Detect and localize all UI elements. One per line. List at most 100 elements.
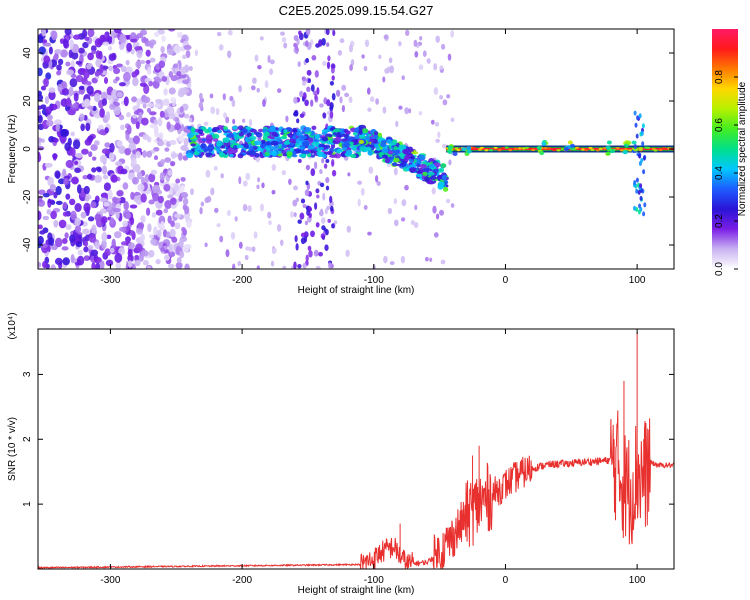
spectrogram-noise-cell <box>435 213 440 220</box>
spectrogram-band-cell <box>349 141 354 145</box>
spectrogram-noise-cell <box>367 231 372 236</box>
spectrogram-noise-cell <box>146 107 152 113</box>
spectrogram-noise-cell <box>130 157 137 166</box>
spectrogram-noise-cell <box>310 168 316 177</box>
spectrogram-noise-cell <box>248 118 253 127</box>
spectrogram-noise-cell <box>280 31 285 36</box>
spectrogram-trace-cell <box>361 128 369 134</box>
spectrogram-band-cell <box>203 148 208 153</box>
spectrogram-noise-cell <box>91 224 97 235</box>
spectrogram-noise-cell <box>66 69 75 76</box>
spectrogram-noise-cell <box>114 161 123 167</box>
spectrogram-noise-cell <box>43 42 52 47</box>
spectrogram-noise-cell <box>435 138 440 143</box>
spectrogram-carrier-cell <box>521 147 526 150</box>
spectrogram-noise-cell <box>432 205 437 214</box>
spectrogram-noise-cell <box>281 37 287 43</box>
spectrogram-noise-cell <box>156 229 162 238</box>
spectrogram-carrier-cell <box>575 146 580 149</box>
spectrogram-noise-cell <box>160 247 165 252</box>
spectrogram-trace-cell <box>637 189 641 195</box>
spectrogram-trace-cell <box>387 156 395 160</box>
spectrogram-noise-cell <box>330 63 336 69</box>
spectrogram-noise-cell <box>135 243 143 252</box>
spectrogram-noise-cell <box>146 66 152 76</box>
spectrogram-noise-cell <box>67 109 76 116</box>
spectrogram-band-cell <box>201 138 207 142</box>
spectrogram-noise-cell <box>82 228 90 235</box>
spectrogram-noise-cell <box>100 216 108 224</box>
spectrogram-noise-cell <box>295 243 299 251</box>
spectrogram-noise-cell <box>238 85 242 93</box>
spectrogram-band-cell <box>289 138 297 144</box>
colorbar-tick-label: 0.8 <box>714 70 725 84</box>
spectrogram-noise-cell <box>65 61 71 67</box>
spectrogram-noise-cell <box>247 205 252 213</box>
spectrogram-noise-cell <box>198 102 204 109</box>
spectrogram-noise-cell <box>295 197 300 202</box>
spectrogram-carrier-cell <box>466 146 472 151</box>
spectrogram-noise-cell <box>169 229 176 237</box>
spectrogram-noise-cell <box>126 124 132 135</box>
spectrogram-noise-cell <box>99 129 106 136</box>
spectrogram-band-cell <box>311 141 319 146</box>
spectrogram-noise-cell <box>38 141 42 147</box>
spectrogram-carrier-cell <box>605 145 611 150</box>
spectrogram-noise-cell <box>130 96 138 103</box>
spectrogram-noise-cell <box>307 245 312 251</box>
spectrogram-band-cell <box>205 139 213 144</box>
spectrogram-noise-cell <box>179 74 187 79</box>
spectrogram-trace-cell <box>382 154 388 159</box>
spectrogram-noise-cell <box>450 203 455 208</box>
spectrogram-band-cell <box>279 136 288 140</box>
spectrogram-band-cell <box>289 142 295 147</box>
spectrogram-noise-cell <box>210 187 215 196</box>
spectrogram-noise-cell <box>43 55 51 64</box>
spectrogram-noise-cell <box>38 152 41 162</box>
spectrogram-noise-cell <box>155 98 163 104</box>
spectrogram-noise-cell <box>433 87 439 96</box>
spectrogram-noise-cell <box>372 264 376 269</box>
spectrogram-noise-cell <box>194 49 199 57</box>
spectrogram-noise-cell <box>171 236 178 243</box>
spectrogram-noise-cell <box>363 205 368 210</box>
spectrogram-band-cell <box>219 151 224 156</box>
spectrogram-trace-cell <box>636 115 640 121</box>
spectrogram-noise-cell <box>313 161 318 170</box>
spectrogram-noise-cell <box>155 258 161 265</box>
spectrogram-band-cell <box>303 150 310 155</box>
spectrogram-band-cell <box>345 149 353 156</box>
spectrogram-noise-cell <box>81 148 89 155</box>
spectrogram-noise-cell <box>74 203 82 212</box>
spectrogram-carrier-cell <box>638 147 644 151</box>
spectrogram-noise-cell <box>435 35 440 43</box>
spectrogram-noise-cell <box>101 232 108 242</box>
spectrogram-noise-cell <box>161 75 168 82</box>
spectrogram-trace-cell <box>424 176 430 183</box>
spectrogram-noise-cell <box>418 111 423 116</box>
spectrogram-noise-cell <box>315 222 320 228</box>
snr-x-label: Height of straight line (km) <box>298 585 415 596</box>
spectrogram-noise-cell <box>109 247 115 253</box>
spectrogram-noise-cell <box>149 57 156 63</box>
spectrogram-noise-cell <box>64 29 72 36</box>
spectrogram-noise-cell <box>86 173 93 180</box>
snr-series-line <box>38 410 674 569</box>
spectrogram-noise-cell <box>94 175 102 183</box>
spectrogram-noise-cell <box>111 89 119 100</box>
spectrogram-noise-cell <box>188 66 193 71</box>
spectrogram-noise-cell <box>111 238 116 249</box>
spectrogram-noise-cell <box>113 231 122 239</box>
spectrogram-band-cell <box>229 153 234 158</box>
spectrogram-noise-cell <box>93 92 101 103</box>
spectrogram-band-cell <box>267 127 276 133</box>
spectrogram-noise-cell <box>174 213 182 218</box>
spectrogram-noise-cell <box>38 94 44 102</box>
spectrogram-noise-cell <box>367 107 372 112</box>
spectrogram-noise-cell <box>257 136 262 142</box>
spectrogram-noise-cell <box>360 187 365 196</box>
spectrogram-band-cell <box>314 133 320 140</box>
spectrogram-band-cell <box>296 131 303 137</box>
spectrogram-noise-cell <box>68 86 74 97</box>
spectrogram-noise-cell <box>134 46 142 51</box>
